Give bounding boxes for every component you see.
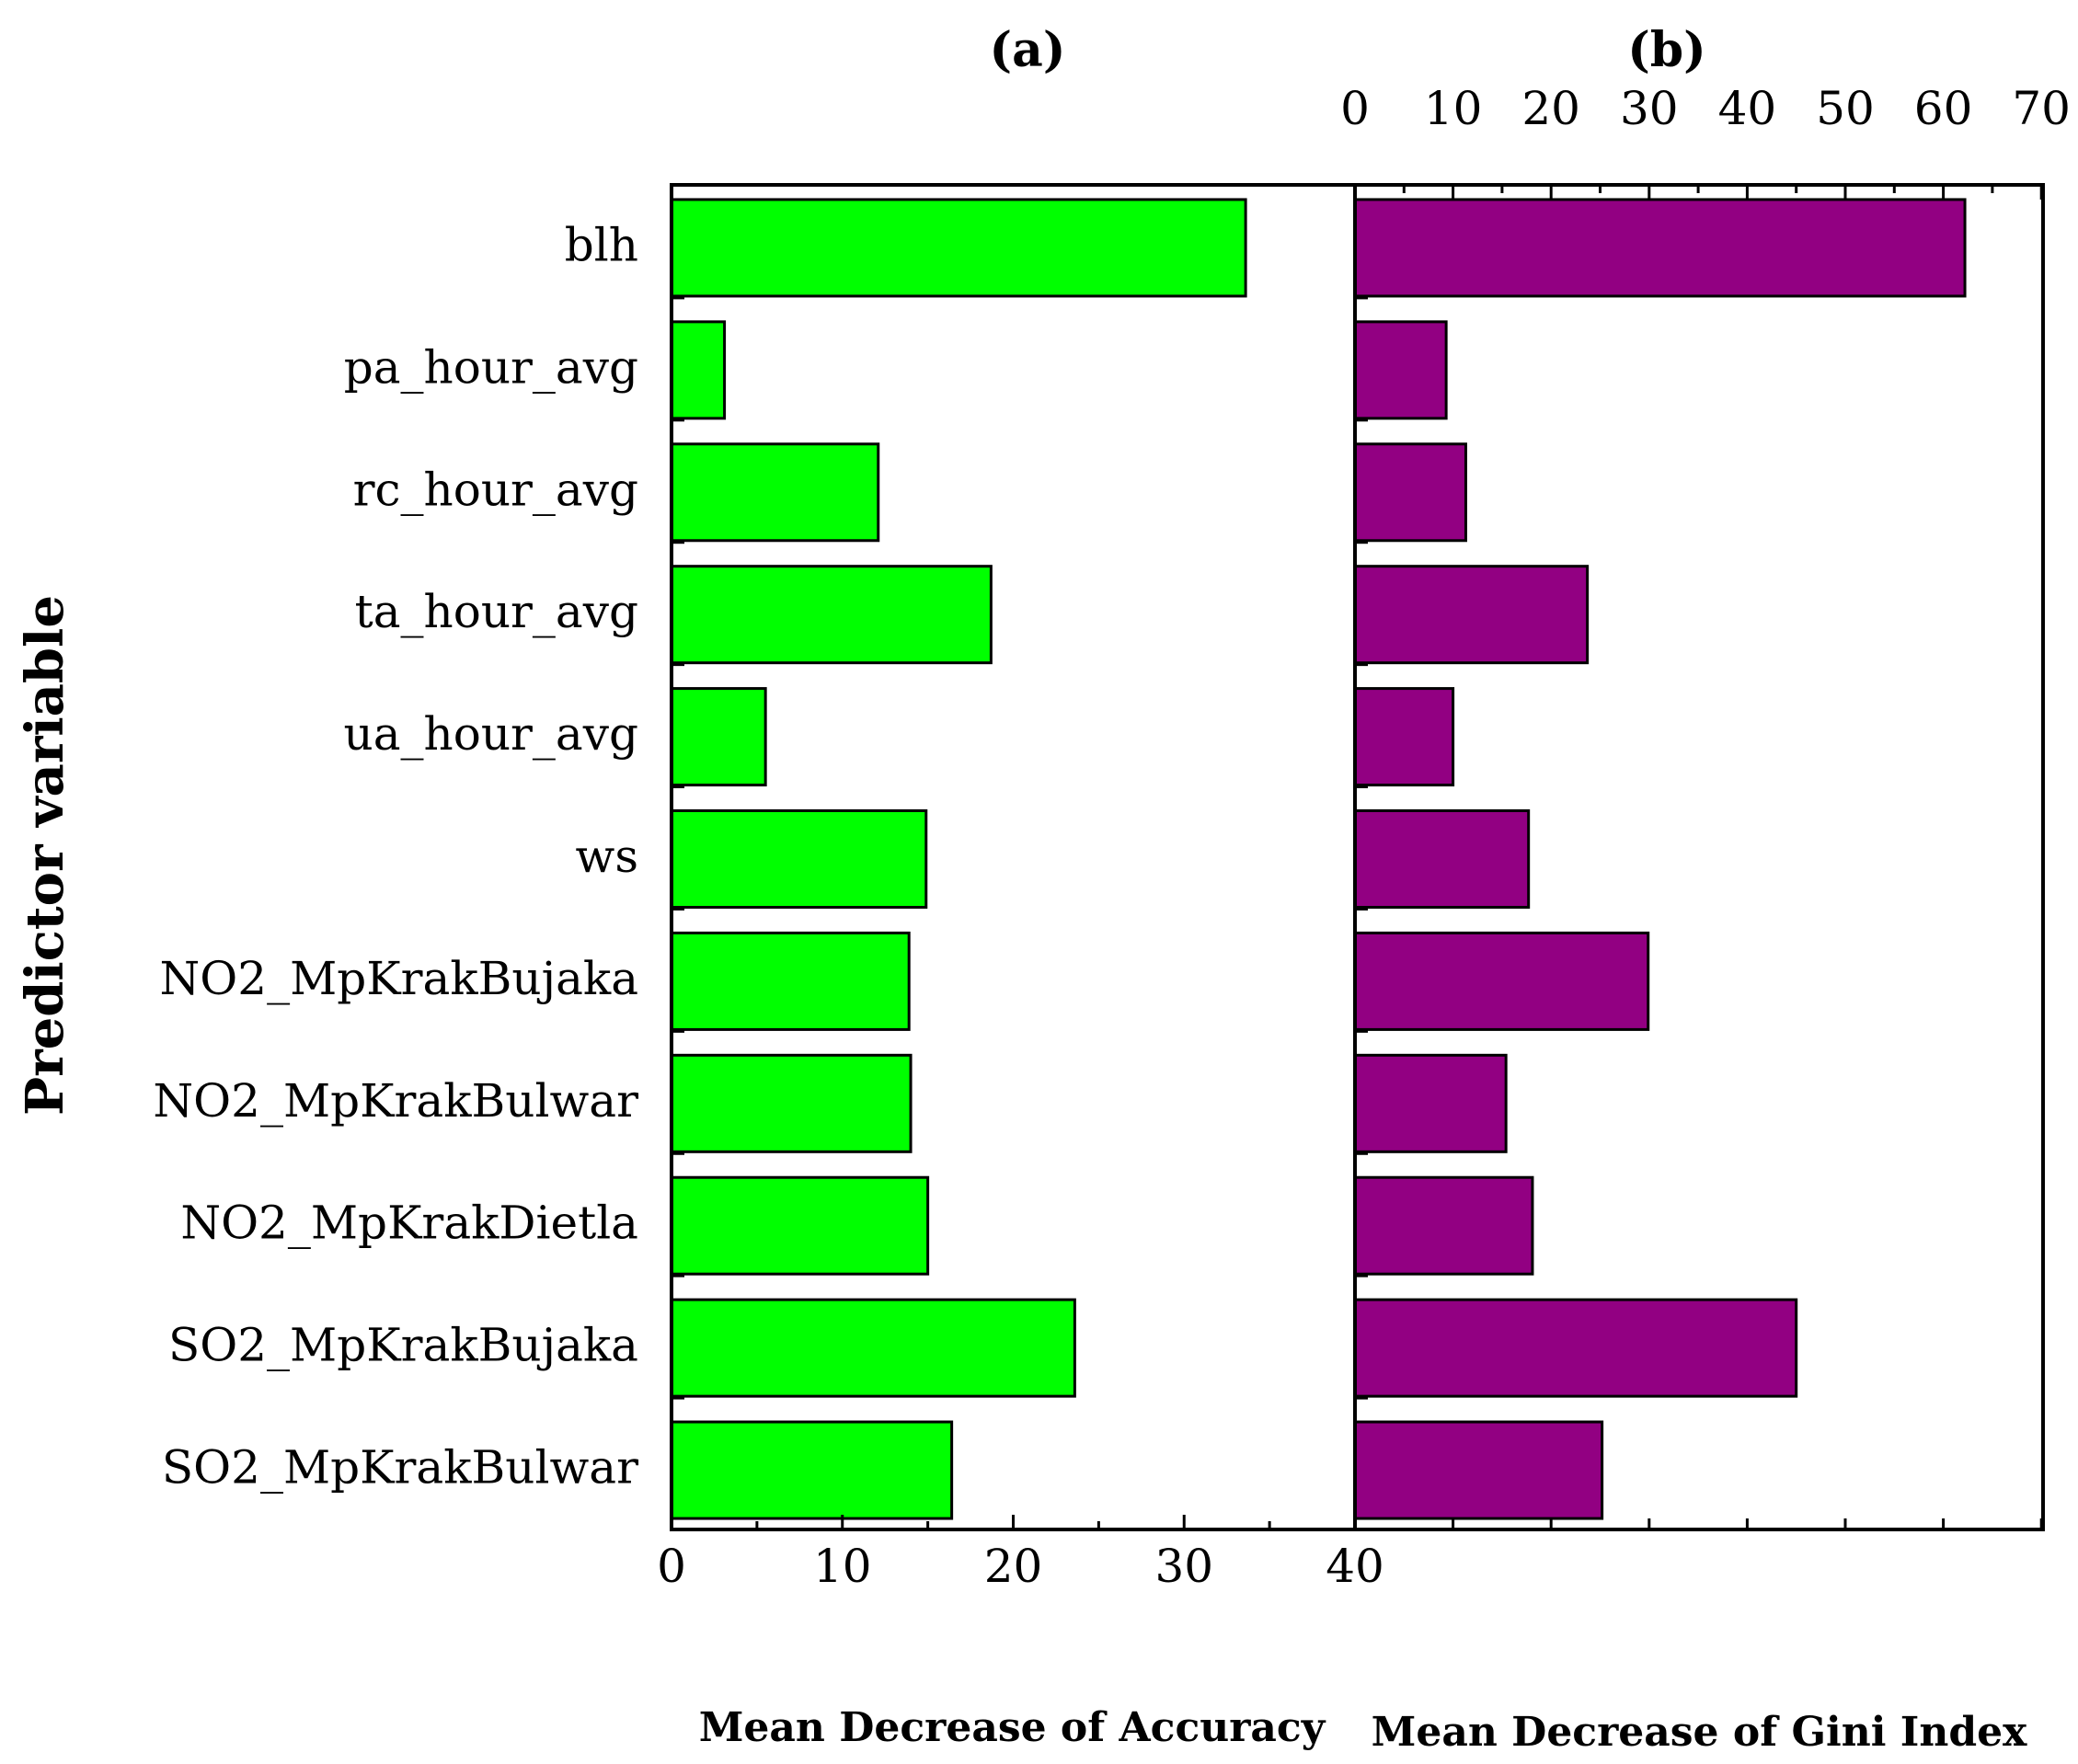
bar-a-ta_hour_avg [670, 565, 993, 665]
category-label-NO2_MpKrakBulwar: NO2_MpKrakBulwar [153, 1074, 638, 1128]
category-label-NO2_MpKrakBujaka: NO2_MpKrakBujaka [160, 952, 638, 1005]
panel-a-xlabel: Mean Decrease of Accuracy [699, 1704, 1326, 1751]
y-axis-title: Predictor variable [15, 595, 75, 1116]
category-label-SO2_MpKrakBujaka: SO2_MpKrakBujaka [168, 1319, 638, 1372]
bar-a-ws [670, 809, 928, 909]
plot-border [670, 183, 2045, 1531]
panel-a-bars [670, 198, 1247, 1520]
category-ticks [672, 296, 1368, 1400]
bar-a-pa_hour_avg [670, 320, 727, 420]
panel-b-bars [1353, 198, 1967, 1520]
category-label-NO2_MpKrakDietla: NO2_MpKrakDietla [180, 1197, 638, 1250]
bar-b-NO2_MpKrakDietla [1353, 1175, 1534, 1276]
bar-a-ua_hour_avg [670, 687, 767, 787]
category-label-ws: ws [576, 830, 638, 883]
bar-a-NO2_MpKrakDietla [670, 1175, 930, 1276]
xtick-label-b: 30 [1620, 82, 1679, 135]
category-label-SO2_MpKrakBulwar: SO2_MpKrakBulwar [162, 1441, 638, 1495]
bar-b-ta_hour_avg [1353, 565, 1590, 665]
category-labels: blh pa_hour_avg rc_hour_avg ta_hour_avg ua_h… [153, 218, 638, 1494]
bar-b-ua_hour_avg [1353, 687, 1455, 787]
plot-frame [670, 183, 2045, 1531]
bar-a-NO2_MpKrakBujaka [670, 931, 911, 1031]
xtick-label-b: 20 [1521, 82, 1580, 135]
bar-a-NO2_MpKrakBulwar [670, 1053, 913, 1153]
xtick-label-b: 0 [1340, 82, 1370, 135]
xtick-label-b: 50 [1816, 82, 1875, 135]
bar-b-NO2_MpKrakBulwar [1353, 1053, 1508, 1153]
panel-a-ticks: 0 10 20 30 40 [657, 1515, 1384, 1593]
xtick-label-b: 60 [1914, 82, 1973, 135]
xtick-label-b: 10 [1424, 82, 1483, 135]
xtick-label-a: 30 [1154, 1540, 1213, 1593]
bar-b-pa_hour_avg [1353, 320, 1448, 420]
category-label-ua_hour_avg: ua_hour_avg [344, 707, 638, 761]
panel-b-title: (b) [1627, 22, 1706, 78]
bar-b-blh [1353, 198, 1967, 298]
category-label-pa_hour_avg: pa_hour_avg [344, 340, 638, 394]
xtick-label-b: 40 [1718, 82, 1777, 135]
bar-a-SO2_MpKrakBujaka [670, 1298, 1076, 1398]
xtick-label-a: 20 [984, 1540, 1043, 1593]
bar-b-ws [1353, 809, 1531, 909]
xtick-label-b: 70 [2012, 82, 2071, 135]
bar-b-SO2_MpKrakBulwar [1353, 1420, 1604, 1520]
panel-b-ticks: 0 10 20 30 40 50 60 70 [1340, 82, 2071, 1529]
xtick-label-a: 40 [1326, 1540, 1384, 1593]
bar-a-rc_hour_avg [670, 442, 880, 543]
category-label-rc_hour_avg: rc_hour_avg [353, 463, 638, 516]
bar-a-SO2_MpKrakBulwar [670, 1420, 954, 1520]
xtick-label-a: 10 [813, 1540, 872, 1593]
category-label-blh: blh [565, 218, 638, 271]
bar-b-NO2_MpKrakBujaka [1353, 931, 1650, 1031]
panel-b-xlabel: Mean Decrease of Gini Index [1372, 1709, 2027, 1756]
category-label-ta_hour_avg: ta_hour_avg [355, 585, 638, 638]
bar-b-rc_hour_avg [1353, 442, 1467, 543]
panel-a-title: (a) [990, 22, 1066, 78]
bar-a-blh [670, 198, 1247, 298]
bar-b-SO2_MpKrakBujaka [1353, 1298, 1798, 1398]
xtick-label-a: 0 [657, 1540, 686, 1593]
